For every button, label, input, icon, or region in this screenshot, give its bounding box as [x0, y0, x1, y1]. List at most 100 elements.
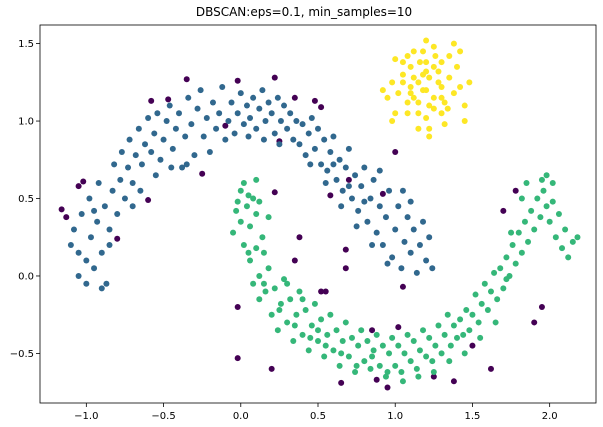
data-point: [78, 211, 85, 217]
data-point: [410, 74, 417, 81]
data-point: [367, 365, 374, 372]
data-point: [330, 133, 337, 140]
data-point: [353, 223, 360, 230]
data-point: [256, 198, 263, 205]
data-point: [415, 110, 422, 117]
data-point: [404, 331, 411, 338]
data-point: [441, 331, 448, 338]
data-point: [305, 347, 312, 354]
data-point: [222, 122, 229, 129]
data-point: [284, 125, 291, 132]
data-point: [333, 327, 340, 334]
data-point: [237, 90, 244, 97]
data-point: [407, 90, 414, 97]
data-point: [370, 176, 377, 183]
data-point: [415, 99, 422, 106]
data-point: [399, 79, 406, 86]
data-point: [399, 71, 406, 78]
y-tick-label: −0.5: [10, 349, 34, 360]
data-point: [450, 40, 457, 47]
data-point: [148, 149, 155, 156]
data-point: [253, 125, 260, 132]
data-point: [521, 218, 528, 225]
data-point: [549, 198, 556, 205]
data-point: [399, 187, 406, 194]
data-point: [245, 192, 252, 199]
data-point: [200, 133, 207, 140]
data-point: [503, 276, 510, 283]
data-point: [398, 265, 405, 272]
x-tick-label: 1.5: [464, 411, 480, 422]
data-point: [243, 203, 250, 210]
data-point: [454, 334, 460, 341]
data-point: [435, 79, 442, 86]
data-point: [382, 373, 389, 380]
data-point: [345, 183, 352, 190]
data-point: [345, 176, 352, 183]
data-point: [472, 291, 479, 298]
data-point: [410, 48, 417, 55]
chart-title: DBSCAN:eps=0.1, min_samples=10: [196, 5, 412, 19]
data-point: [342, 246, 349, 253]
data-point: [450, 322, 457, 329]
data-point: [410, 338, 417, 345]
data-point: [338, 379, 345, 386]
data-point: [176, 110, 182, 117]
data-point: [441, 99, 448, 106]
data-point: [318, 161, 325, 168]
data-point: [523, 180, 530, 187]
data-point: [315, 327, 321, 334]
data-point: [330, 161, 337, 168]
data-point: [358, 183, 365, 190]
data-point: [508, 229, 515, 236]
data-point: [413, 365, 420, 372]
data-point: [274, 94, 281, 101]
data-point: [287, 110, 294, 117]
data-point: [157, 156, 164, 163]
data-point: [80, 178, 87, 185]
data-point: [194, 105, 201, 112]
y-tick-label: 1.0: [18, 117, 34, 128]
data-point: [321, 353, 328, 360]
data-point: [250, 280, 257, 287]
data-point: [75, 183, 82, 190]
data-point: [399, 378, 406, 385]
data-point: [540, 187, 547, 194]
data-point: [509, 241, 516, 248]
data-point: [447, 342, 454, 349]
data-point: [277, 118, 284, 125]
data-point: [438, 59, 445, 66]
data-point: [457, 83, 464, 90]
data-point: [172, 125, 179, 132]
data-point: [299, 331, 306, 338]
data-point: [268, 365, 275, 372]
data-point: [245, 133, 252, 140]
data-point: [247, 114, 254, 121]
data-point: [450, 378, 457, 385]
data-point: [392, 226, 399, 233]
data-point: [416, 59, 423, 66]
data-point: [302, 152, 309, 159]
data-point: [481, 280, 488, 287]
data-point: [461, 350, 468, 357]
data-point: [435, 68, 442, 75]
x-tick-label: −1.0: [74, 411, 98, 422]
data-point: [145, 114, 152, 121]
data-point: [86, 195, 93, 202]
data-point: [355, 342, 362, 349]
data-point: [435, 322, 442, 329]
data-point: [83, 257, 90, 264]
data-point: [401, 238, 408, 245]
data-point: [466, 327, 473, 334]
data-point: [129, 203, 136, 210]
data-point: [183, 161, 190, 168]
data-point: [389, 118, 396, 125]
data-point: [197, 87, 204, 94]
data-point: [446, 74, 453, 81]
data-point: [265, 214, 272, 221]
x-tick-label: 2.0: [542, 411, 558, 422]
data-point: [268, 110, 275, 117]
data-point: [345, 353, 352, 360]
data-point: [109, 187, 116, 194]
data-point: [118, 149, 125, 156]
